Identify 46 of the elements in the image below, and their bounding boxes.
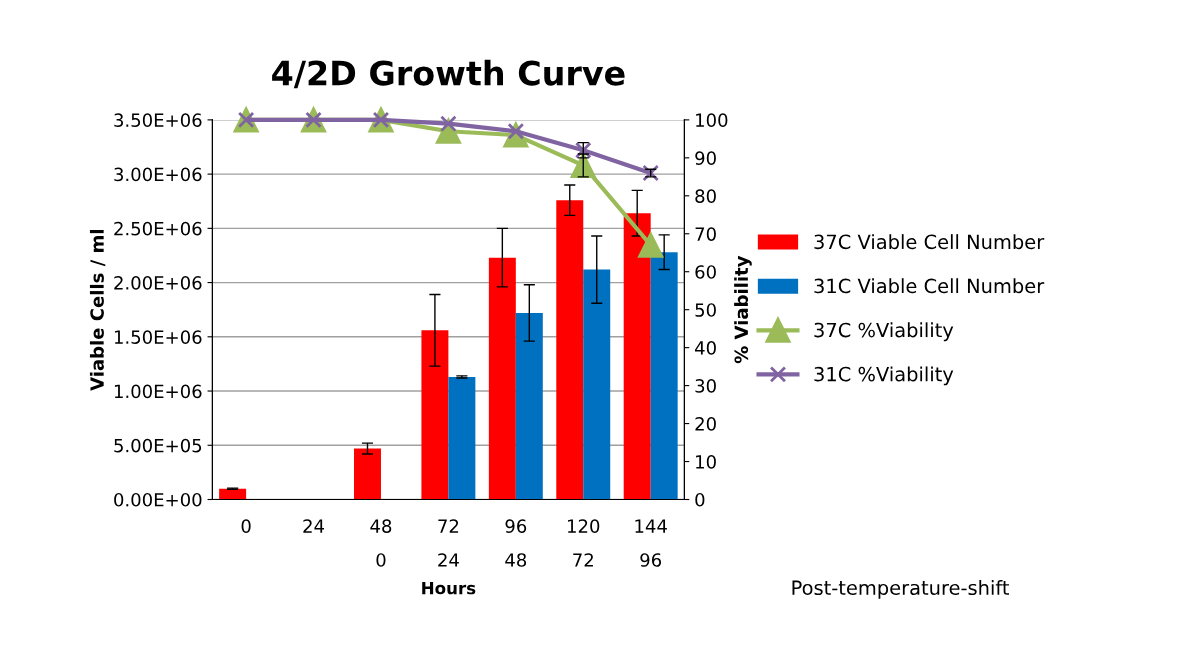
y2-tick-label: 20 — [695, 417, 716, 431]
x-axis-title: Hours — [422, 581, 476, 595]
x-tick-label: 48 0 — [370, 519, 392, 567]
chart-title: 4/2D Growth Curve — [272, 59, 625, 89]
y-axis-title: Viable Cells / ml — [89, 229, 106, 391]
text: Post-temperature-shift — [792, 580, 1010, 599]
bar — [650, 252, 678, 500]
y2-tick-label: 60 — [695, 265, 716, 279]
x-tick-label: 0 — [241, 519, 251, 533]
legend-label: 37C %Viability — [814, 322, 954, 342]
y-tick-label: 1.00E+06 — [114, 384, 202, 399]
y2-tick-label: 30 — [695, 379, 716, 393]
y-tick-label: 2.00E+06 — [114, 276, 202, 290]
y-tick-label: 0.00E+00 — [114, 492, 202, 507]
y2-tick-label: 40 — [695, 341, 716, 355]
y-tick-label: 3.00E+06 — [114, 167, 202, 182]
bar — [583, 269, 611, 500]
y2-tick-label: 0 — [695, 492, 705, 507]
legend-label: 31C Viable Cell Number — [814, 278, 1045, 294]
x-tick-label: 120 72 — [568, 519, 600, 567]
y2-tick-label: 50 — [695, 303, 716, 317]
bar — [623, 213, 651, 500]
x-tick-label: 144 96 — [635, 519, 667, 567]
bar — [556, 200, 584, 500]
x-tick-label: 96 48 — [505, 519, 527, 567]
y2-tick-label: 100 — [696, 113, 728, 127]
x-tick-label: 24 — [303, 519, 325, 533]
legend-label: 37C Viable Cell Number — [814, 234, 1045, 250]
y2-tick-label: 90 — [695, 151, 716, 165]
y-tick-label: 3.50E+06 — [114, 113, 202, 127]
legend-label: 31C %Viability — [814, 366, 954, 386]
point — [638, 232, 664, 258]
y-tick-label: 5.00E+05 — [114, 438, 202, 453]
y2-tick-label: 10 — [696, 455, 716, 469]
bar — [354, 448, 381, 500]
bar — [219, 488, 247, 500]
y-tick-label: 1.50E+06 — [114, 330, 202, 344]
bar — [421, 330, 449, 500]
bar — [448, 376, 476, 500]
y2-tick-label: 80 — [695, 189, 716, 203]
x-tick-label: 72 24 — [438, 519, 459, 567]
y2-axis-title: % Viability — [734, 255, 752, 364]
y2-tick-label: 70 — [695, 227, 716, 241]
bar — [488, 257, 516, 500]
bar — [515, 312, 543, 500]
y-tick-label: 2.50E+06 — [114, 221, 202, 236]
